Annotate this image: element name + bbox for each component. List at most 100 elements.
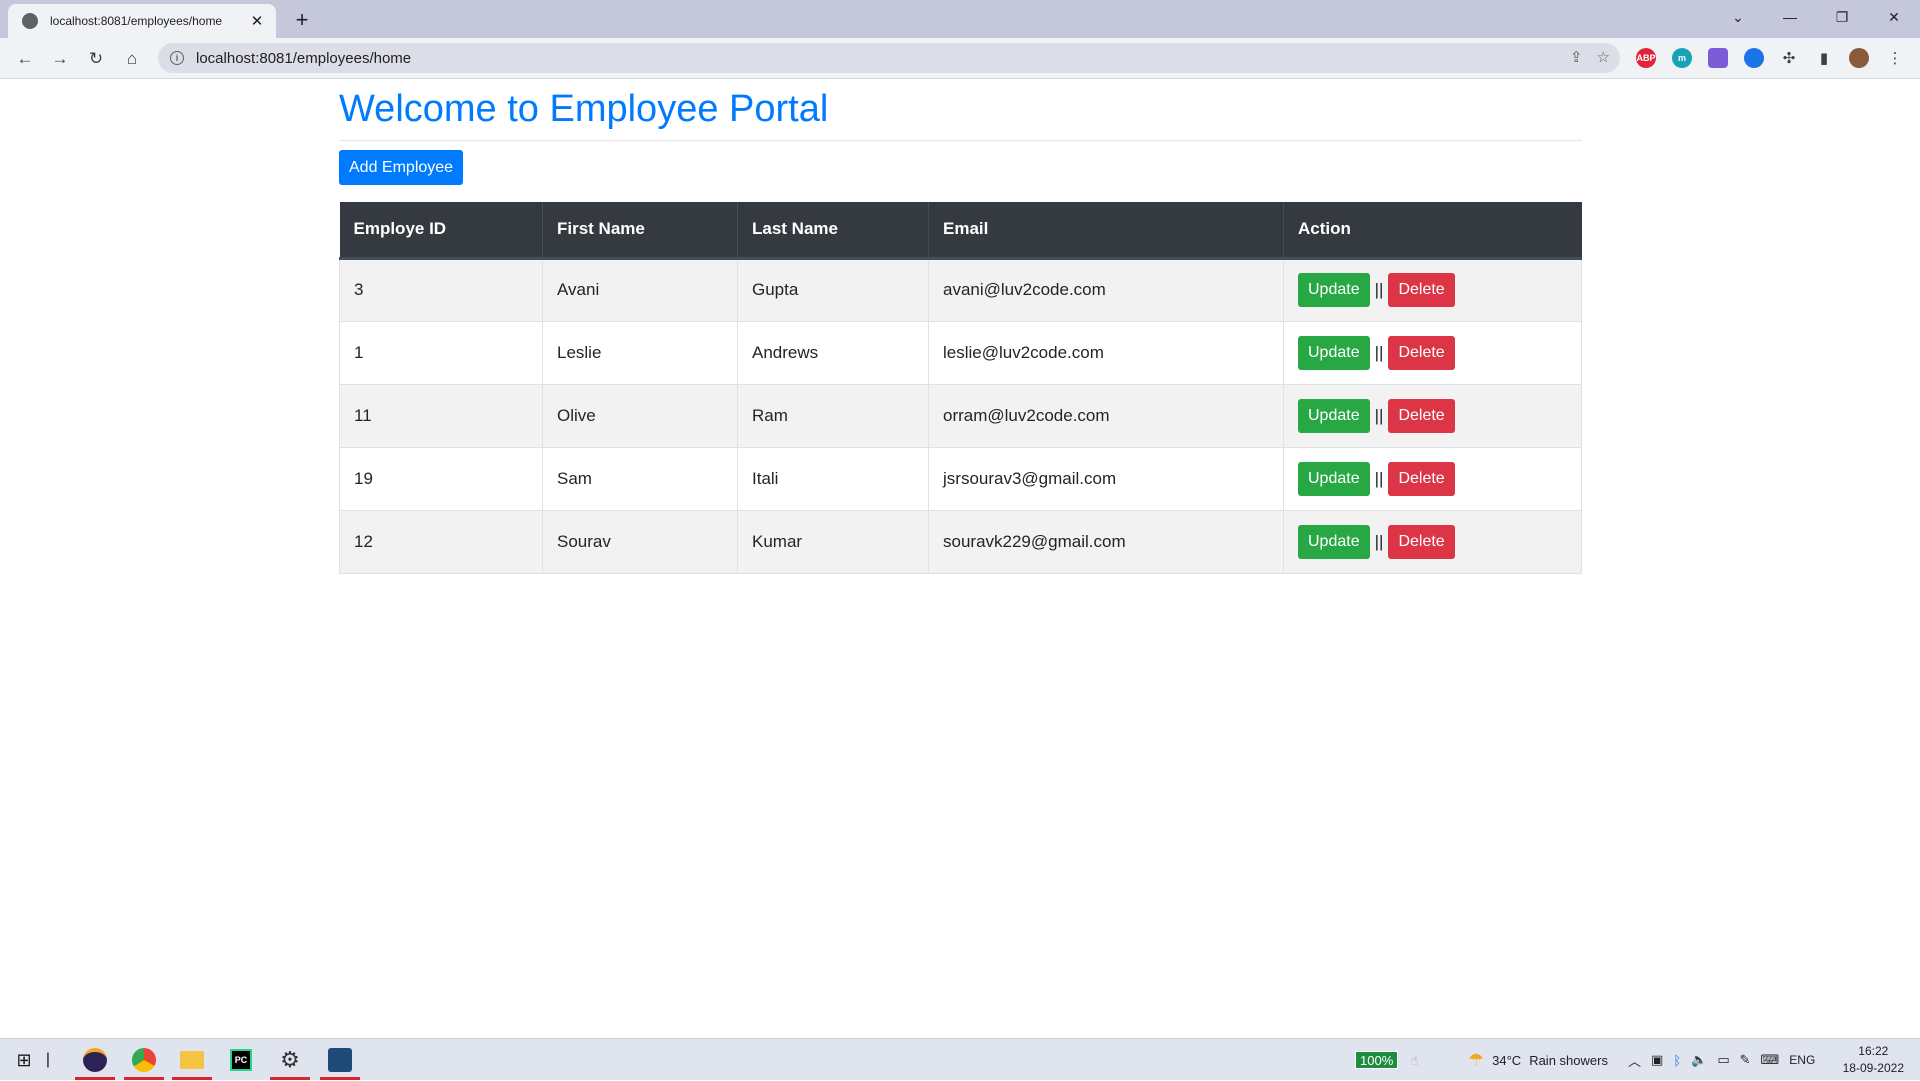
action-separator: || <box>1374 342 1384 362</box>
update-button[interactable]: Update <box>1298 461 1370 496</box>
share-icon[interactable]: ⇪ <box>1569 49 1583 66</box>
action-separator: || <box>1374 405 1384 425</box>
cell-id: 3 <box>339 257 543 322</box>
add-employee-button[interactable]: Add Employee <box>339 150 464 185</box>
chrome-app-icon[interactable] <box>129 1045 159 1075</box>
main-container: Welcome to Employee Portal Add Employee … <box>339 80 1582 574</box>
reload-button[interactable]: ↻ <box>88 49 104 68</box>
file-explorer-icon[interactable] <box>177 1045 207 1075</box>
purple-extension-icon[interactable] <box>1708 48 1728 68</box>
clock-time: 16:22 <box>1858 1044 1889 1058</box>
chevron-up-icon[interactable]: ︿ <box>1628 1053 1642 1069</box>
header-action: Action <box>1283 202 1582 260</box>
battery-icon[interactable]: ▭ <box>1717 1052 1730 1067</box>
header-employee-id: Employe ID <box>339 202 543 260</box>
m-extension-icon[interactable]: m <box>1672 48 1692 68</box>
pycharm-app-icon[interactable]: PC <box>226 1045 256 1075</box>
volume-icon[interactable]: 🔈 <box>1691 1052 1708 1067</box>
cell-email: avani@luv2code.com <box>928 257 1284 322</box>
delete-button[interactable]: Delete <box>1388 335 1455 370</box>
divider <box>339 140 1582 141</box>
active-indicator <box>75 1077 115 1080</box>
blue-extension-icon[interactable] <box>1744 48 1764 68</box>
active-indicator <box>320 1077 360 1080</box>
keyboard-icon[interactable]: ⌨ <box>1760 1052 1780 1067</box>
extensions-puzzle-icon[interactable]: ✣ <box>1782 50 1796 67</box>
close-tab-icon[interactable]: ✕ <box>250 13 264 30</box>
weather-widget[interactable]: ☂ 34°C Rain showers <box>1468 1039 1608 1081</box>
delete-button[interactable]: Delete <box>1388 524 1455 559</box>
new-tab-button[interactable]: + <box>295 7 309 32</box>
update-button[interactable]: Update <box>1298 335 1370 370</box>
tab-title: localhost:8081/employees/home <box>50 14 223 28</box>
header-first-name: First Name <box>542 202 738 260</box>
cell-last-name: Andrews <box>737 320 929 385</box>
side-panel-icon[interactable]: ▮ <box>1819 50 1829 67</box>
home-button[interactable]: ⌂ <box>126 49 138 68</box>
eclipse-app-icon[interactable] <box>80 1045 110 1075</box>
windows-start-icon[interactable]: ⊞ <box>16 1049 32 1070</box>
url-text[interactable]: localhost:8081/employees/home <box>196 49 412 67</box>
globe-icon <box>22 13 38 29</box>
cell-email: orram@luv2code.com <box>928 383 1284 448</box>
cell-last-name: Kumar <box>737 509 929 574</box>
weather-text: Rain showers <box>1529 1052 1608 1068</box>
weather-temp: 34°C <box>1492 1052 1522 1068</box>
cell-action: Update || Delete <box>1283 320 1582 385</box>
cell-last-name: Gupta <box>737 257 929 322</box>
site-info-icon[interactable]: i <box>170 51 184 65</box>
address-bar[interactable]: i localhost:8081/employees/home ⇪ ☆ <box>158 43 1620 73</box>
cell-last-name: Itali <box>737 446 929 511</box>
cell-action: Update || Delete <box>1283 446 1582 511</box>
close-window-button[interactable]: ✕ <box>1888 8 1900 25</box>
vscode-app-icon[interactable] <box>325 1045 355 1075</box>
employee-table: Employe ID First Name Last Name Email Ac… <box>339 202 1582 574</box>
cell-action: Update || Delete <box>1283 383 1582 448</box>
header-email: Email <box>928 202 1284 260</box>
settings-gear-icon[interactable]: ⚙ <box>280 1047 300 1072</box>
browser-tab[interactable]: localhost:8081/employees/home ✕ <box>8 4 276 38</box>
update-button[interactable]: Update <box>1298 524 1370 559</box>
action-separator: || <box>1374 468 1384 488</box>
update-button[interactable]: Update <box>1298 273 1370 307</box>
bookmark-star-icon[interactable]: ☆ <box>1596 49 1610 66</box>
task-view-icon[interactable]: | <box>45 1051 51 1068</box>
menu-kebab-icon[interactable]: ⋮ <box>1887 50 1903 67</box>
tab-search-icon[interactable]: ⌄ <box>1732 8 1744 25</box>
header-last-name: Last Name <box>737 202 929 260</box>
cell-first-name: Avani <box>542 257 738 322</box>
clock-date: 18-09-2022 <box>1842 1061 1904 1075</box>
system-tray: ︿ ▣ ᛒ 🔈 ▭ ✎ ⌨ ENG <box>1628 1039 1815 1081</box>
taskbar: ⊞ | PC ⚙ 100% ☝ ☂ 34°C Rain showers ︿ ▣ … <box>0 1038 1920 1080</box>
table-row: 11 Olive Ram orram@luv2code.com Update ||… <box>339 383 1582 448</box>
update-button[interactable]: Update <box>1298 398 1370 433</box>
adblock-extension-icon[interactable]: ABP <box>1636 48 1656 68</box>
language-indicator[interactable]: ENG <box>1789 1053 1816 1067</box>
cell-id: 12 <box>339 509 543 574</box>
table-row: 12 Sourav Kumar souravk229@gmail.com Upd… <box>339 509 1582 574</box>
pen-icon[interactable]: ✎ <box>1739 1052 1751 1067</box>
table-row: 19 Sam Itali jsrsourav3@gmail.com Update… <box>339 446 1582 511</box>
meet-now-icon[interactable]: ▣ <box>1651 1052 1664 1067</box>
page-title: Welcome to Employee Portal <box>339 88 829 130</box>
cell-email: jsrsourav3@gmail.com <box>928 446 1284 511</box>
back-button[interactable]: ← <box>16 49 34 68</box>
table-header-row: Employe ID First Name Last Name Email Ac… <box>339 202 1582 260</box>
battery-percent-badge[interactable]: 100% <box>1355 1051 1399 1069</box>
forward-button[interactable]: → <box>51 49 69 68</box>
active-indicator <box>172 1077 212 1080</box>
restore-button[interactable]: ❐ <box>1835 8 1849 25</box>
touch-icon[interactable]: ☝ <box>1410 1051 1419 1068</box>
table-row: 1 Leslie Andrews leslie@luv2code.com Upd… <box>339 320 1582 385</box>
bluetooth-icon[interactable]: ᛒ <box>1673 1052 1682 1068</box>
delete-button[interactable]: Delete <box>1388 461 1455 496</box>
cell-id: 11 <box>339 383 543 448</box>
cell-action: Update || Delete <box>1283 509 1582 574</box>
cell-first-name: Sam <box>542 446 738 511</box>
active-indicator <box>270 1077 310 1080</box>
delete-button[interactable]: Delete <box>1388 398 1455 433</box>
profile-avatar[interactable] <box>1849 48 1869 68</box>
clock[interactable]: 16:22 18-09-2022 <box>1843 1043 1904 1077</box>
minimize-button[interactable]: — <box>1783 9 1797 25</box>
delete-button[interactable]: Delete <box>1388 273 1455 307</box>
